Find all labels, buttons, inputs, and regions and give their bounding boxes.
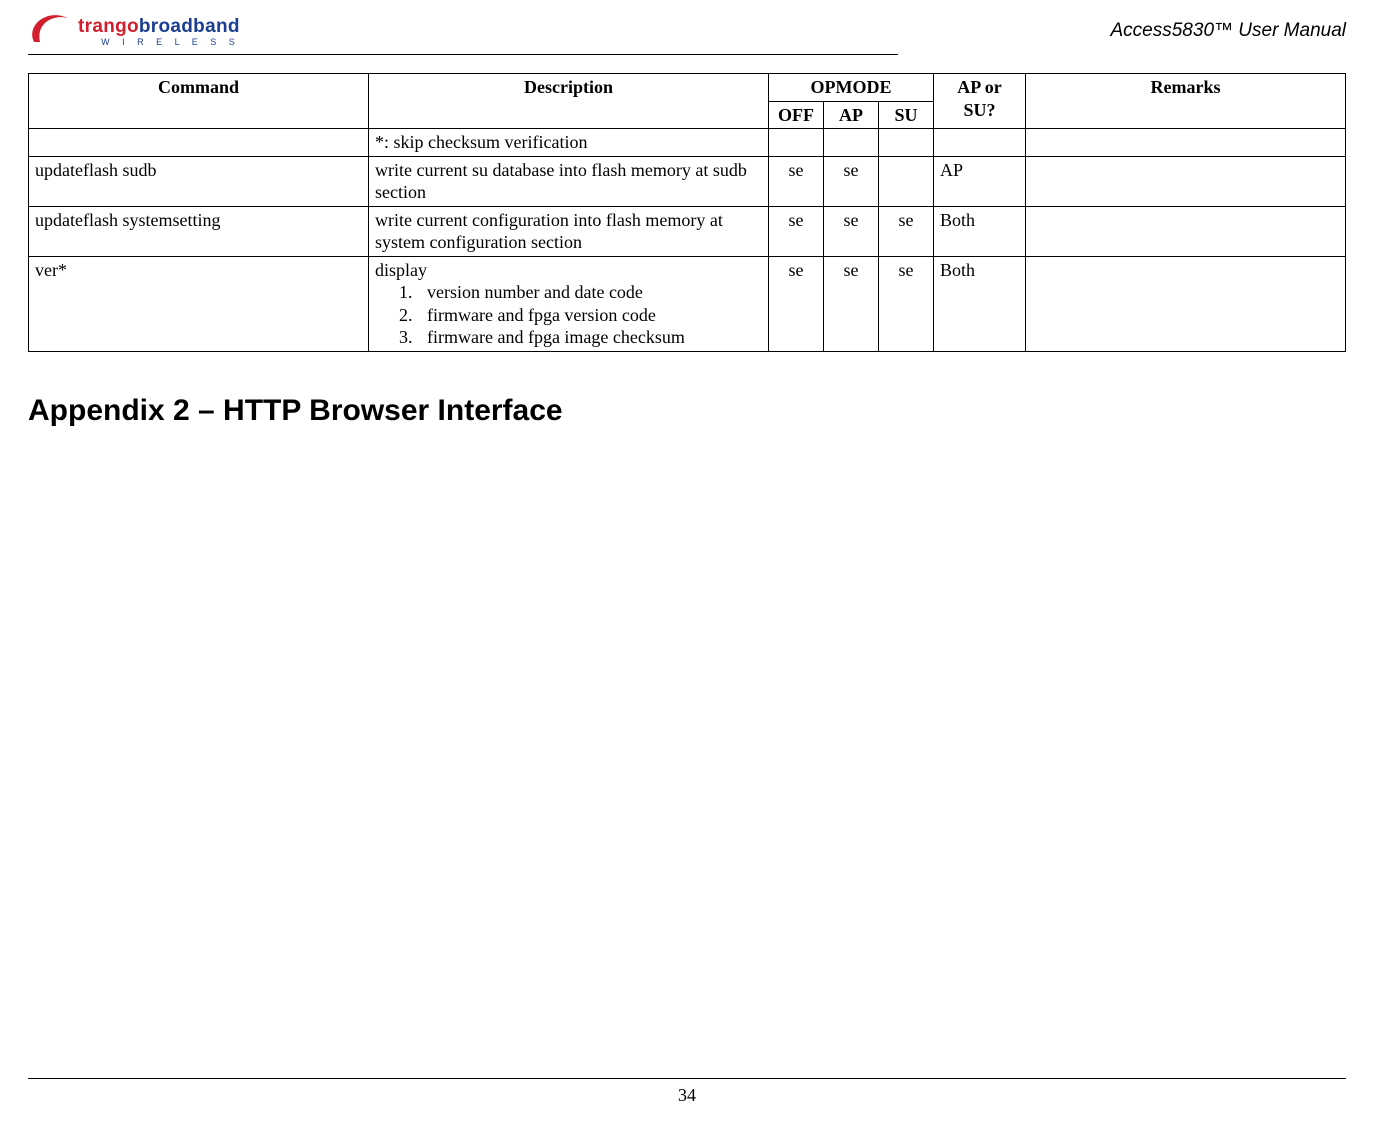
cell-apsu: AP [934,156,1026,206]
th-opmode: OPMODE [769,74,934,102]
th-apsu: AP or SU? [934,74,1026,129]
cell-su: se [879,256,934,351]
page-number: 34 [28,1085,1346,1106]
appendix-heading: Appendix 2 – HTTP Browser Interface [28,394,1346,428]
cell-command: updateflash systemsetting [29,206,369,256]
table-row: ver* display version number and date cod… [29,256,1346,351]
cell-off [769,129,824,157]
th-ap: AP [824,101,879,129]
logo-wordmark: trangobroadband [78,17,240,36]
cell-apsu [934,129,1026,157]
footer-rule [28,1078,1346,1079]
cell-su: se [879,206,934,256]
cell-apsu: Both [934,256,1026,351]
table-row: updateflash systemsetting write current … [29,206,1346,256]
command-table-body: *: skip checksum verification updateflas… [29,129,1346,352]
cell-description: write current su database into flash mem… [369,156,769,206]
logo-swoosh-icon [28,12,72,52]
logo-tagline: W I R E L E S S [78,38,240,47]
table-row: *: skip checksum verification [29,129,1346,157]
th-su: SU [879,101,934,129]
list-item: firmware and fpga image checksum [417,326,762,349]
cell-description-lead: display [375,260,427,280]
cell-description: *: skip checksum verification [369,129,769,157]
cell-off: se [769,256,824,351]
cell-remarks [1026,156,1346,206]
cell-ap: se [824,206,879,256]
cell-off: se [769,206,824,256]
cell-command [29,129,369,157]
cell-remarks [1026,129,1346,157]
cell-remarks [1026,206,1346,256]
cell-ap [824,129,879,157]
logo-word-broadband: broadband [139,16,240,37]
cell-description: display version number and date code fir… [369,256,769,351]
cell-su [879,129,934,157]
cell-description: write current configuration into flash m… [369,206,769,256]
list-item: firmware and fpga version code [417,304,762,327]
header-rule [28,54,898,55]
th-remarks: Remarks [1026,74,1346,129]
list-item: version number and date code [417,281,762,304]
logo-block: trangobroadband W I R E L E S S [28,12,898,55]
document-title: Access5830™ User Manual [1111,20,1347,42]
cell-description-list: version number and date code firmware an… [417,281,762,349]
table-row: updateflash sudb write current su databa… [29,156,1346,206]
th-command: Command [29,74,369,129]
cell-ap: se [824,256,879,351]
cell-ap: se [824,156,879,206]
command-table: Command Description OPMODE AP or SU? Rem… [28,73,1346,352]
cell-command: updateflash sudb [29,156,369,206]
page-footer: 34 [28,1078,1346,1106]
cell-apsu: Both [934,206,1026,256]
logo-word-trango: trango [78,16,139,37]
th-off: OFF [769,101,824,129]
cell-off: se [769,156,824,206]
cell-su [879,156,934,206]
th-description: Description [369,74,769,129]
page-header: trangobroadband W I R E L E S S Access58… [28,12,1346,55]
cell-command: ver* [29,256,369,351]
cell-remarks [1026,256,1346,351]
